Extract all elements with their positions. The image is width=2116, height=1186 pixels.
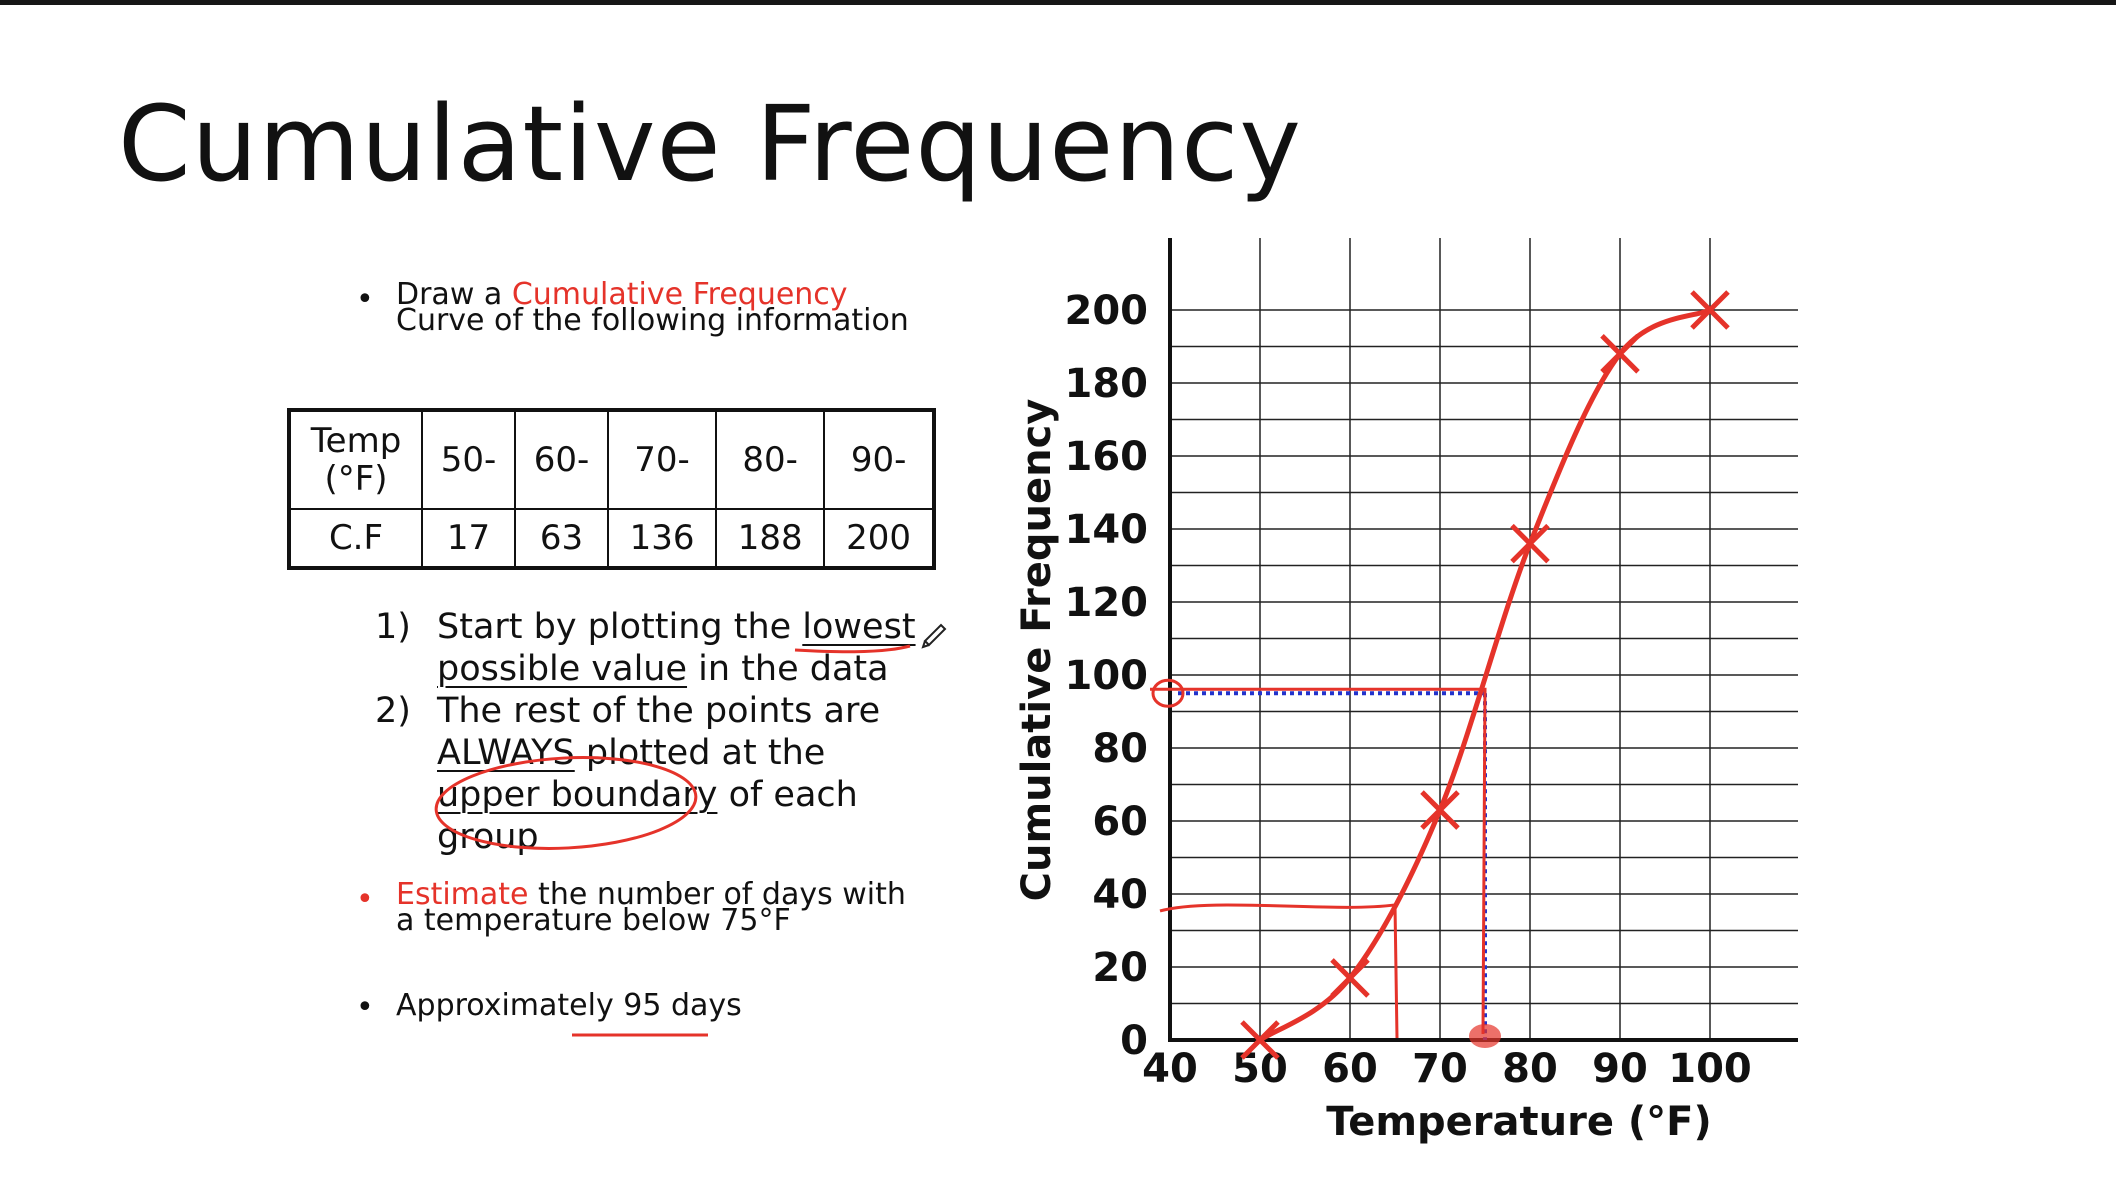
y-tick-label: 180: [1065, 361, 1149, 407]
data-point-marker: [1690, 290, 1730, 330]
frequency-table: Temp (°F) 50- 60- 70- 80- 90- C.F 17 63 …: [287, 408, 936, 570]
table-cell: 188: [715, 508, 826, 569]
slide-title: Cumulative Frequency: [118, 83, 1302, 205]
estimate-circle: [1151, 678, 1185, 708]
table-cell: 80-: [715, 409, 826, 510]
y-tick-label: 60: [1092, 799, 1148, 845]
data-point-marker: [1240, 1020, 1280, 1060]
cumulative-frequency-curve: [1258, 307, 1712, 1043]
axes: [1168, 238, 1798, 1042]
y-tick-label: 200: [1065, 288, 1149, 334]
estimate-guides: [1150, 678, 1501, 1048]
y-tick-label: 160: [1065, 434, 1149, 480]
table-row: Temp (°F) 50- 60- 70- 80- 90-: [288, 409, 935, 510]
table-cell: 50-: [421, 409, 516, 510]
x-tick-label: 50: [1232, 1046, 1288, 1092]
y-tick-label: 0: [1120, 1018, 1148, 1064]
y-tick-label: 140: [1065, 507, 1149, 553]
bullet-dot: •: [356, 282, 374, 317]
grid: [1170, 238, 1798, 1040]
x-tick-label: 70: [1412, 1046, 1468, 1092]
data-point-marker: [1330, 958, 1370, 998]
instruction-steps: 1) Start by plotting the lowest possible…: [375, 606, 957, 858]
y-tick-label: 120: [1065, 580, 1149, 626]
bullet-dot: •: [356, 882, 374, 917]
top-border: [0, 0, 2116, 5]
emphasis-text: Estimate: [396, 877, 529, 912]
table-cell: 63: [514, 508, 609, 569]
table-header-cell: Temp (°F): [288, 409, 423, 510]
x-tick-label: 80: [1502, 1046, 1558, 1092]
emphasis-text: Cumulative Frequency: [511, 277, 848, 312]
data-markers: [1240, 290, 1730, 1060]
x-tick-label: 40: [1142, 1046, 1198, 1092]
answer-value: 95 days: [623, 988, 742, 1023]
estimate-dot: [1469, 1024, 1501, 1048]
y-tick-label: 100: [1065, 653, 1149, 699]
table-cell: 70-: [606, 409, 718, 510]
estimate-hand-stroke: [1150, 687, 1487, 1035]
table-cell: 136: [606, 508, 718, 569]
table-cell: 200: [823, 508, 935, 569]
y-tick-label: 20: [1092, 945, 1148, 991]
y-tick-label: 80: [1092, 726, 1148, 772]
y-tick-label: 40: [1092, 872, 1148, 918]
x-tick-label: 100: [1668, 1046, 1752, 1092]
second-estimate-stroke: [1159, 903, 1399, 1039]
step-2: 2) The rest of the points are ALWAYS plo…: [375, 691, 881, 857]
table-cell: 17: [421, 508, 516, 569]
data-point-marker: [1420, 790, 1460, 830]
x-tick-label: 90: [1592, 1046, 1648, 1092]
table-cell: 90-: [823, 409, 935, 510]
data-point-marker: [1600, 334, 1640, 374]
x-axis-label: Temperature (°F): [1326, 1099, 1712, 1145]
x-tick-label: 60: [1322, 1046, 1378, 1092]
curve: [1258, 307, 1712, 1043]
data-point-marker: [1510, 523, 1550, 564]
step-1: 1) Start by plotting the lowest possible…: [375, 607, 916, 689]
table-row: C.F 17 63 136 188 200: [288, 508, 935, 569]
table-cell: 60-: [514, 409, 609, 510]
tick-labels: 40 50 60 70 80 90 100 0 20 40 60 80 100 120 140 160 180 2…: [1065, 288, 1752, 1092]
bullet-dot: •: [356, 990, 374, 1025]
y-axis-label: Cumulative Frequency: [1014, 399, 1060, 902]
table-header-cell: C.F: [288, 508, 423, 569]
